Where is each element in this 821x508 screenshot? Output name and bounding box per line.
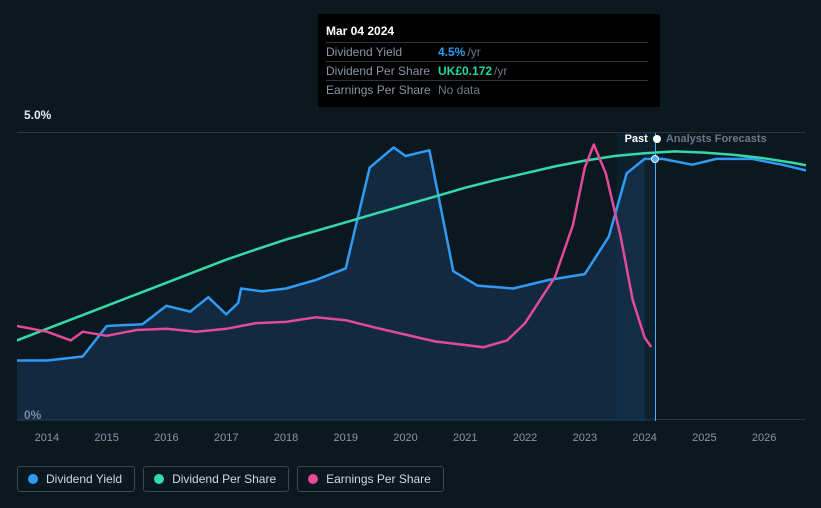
tooltip-label: Earnings Per Share xyxy=(326,83,438,97)
x-axis-tick: 2026 xyxy=(752,432,776,444)
legend-label: Dividend Per Share xyxy=(172,472,276,486)
tooltip-date: Mar 04 2024 xyxy=(326,22,648,42)
x-axis-tick: 2024 xyxy=(632,432,656,444)
legend-label: Dividend Yield xyxy=(46,472,122,486)
x-axis-tick: 2019 xyxy=(334,432,358,444)
hover-vertical-line xyxy=(655,133,656,421)
x-axis-tick: 2017 xyxy=(214,432,238,444)
x-axis-tick: 2021 xyxy=(453,432,477,444)
legend-dot-icon xyxy=(308,474,318,484)
x-axis-tick: 2014 xyxy=(35,432,59,444)
chart-plot-area[interactable] xyxy=(17,132,806,420)
divider-dot-icon xyxy=(653,135,661,143)
dividend-chart: Mar 04 2024 Dividend Yield 4.5% /yr Divi… xyxy=(0,0,821,508)
chart-tooltip: Mar 04 2024 Dividend Yield 4.5% /yr Divi… xyxy=(318,14,660,107)
legend-label: Earnings Per Share xyxy=(326,472,431,486)
forecast-label: Analysts Forecasts xyxy=(666,133,767,145)
legend-dot-icon xyxy=(28,474,38,484)
legend-item-dividend-yield[interactable]: Dividend Yield xyxy=(17,466,135,492)
legend-dot-icon xyxy=(154,474,164,484)
tooltip-row: Earnings Per Share No data xyxy=(326,80,648,99)
legend-item-dividend-per-share[interactable]: Dividend Per Share xyxy=(143,466,289,492)
tooltip-value: No data xyxy=(438,83,480,97)
tooltip-unit: /yr xyxy=(494,64,507,78)
x-axis-tick: 2018 xyxy=(274,432,298,444)
x-axis: 2014 2015 2016 2017 2018 2019 2020 2021 2022 2023… xyxy=(17,432,806,448)
tooltip-value: 4.5% xyxy=(438,45,465,59)
tooltip-label: Dividend Yield xyxy=(326,45,438,59)
past-forecast-divider: Past Analysts Forecasts xyxy=(625,133,767,145)
past-label: Past xyxy=(625,133,648,145)
legend-item-earnings-per-share[interactable]: Earnings Per Share xyxy=(297,466,444,492)
x-axis-tick: 2020 xyxy=(393,432,417,444)
x-axis-tick: 2025 xyxy=(692,432,716,444)
tooltip-value: UK£0.172 xyxy=(438,64,492,78)
hover-dot xyxy=(651,155,659,163)
x-axis-tick: 2016 xyxy=(154,432,178,444)
tooltip-unit: /yr xyxy=(467,45,480,59)
tooltip-row: Dividend Per Share UK£0.172 /yr xyxy=(326,61,648,80)
x-axis-tick: 2023 xyxy=(573,432,597,444)
chart-legend: Dividend Yield Dividend Per Share Earnin… xyxy=(17,466,444,492)
tooltip-row: Dividend Yield 4.5% /yr xyxy=(326,42,648,61)
x-axis-tick: 2022 xyxy=(513,432,537,444)
x-axis-tick: 2015 xyxy=(94,432,118,444)
chart-svg xyxy=(17,133,806,421)
tooltip-label: Dividend Per Share xyxy=(326,64,438,78)
y-axis-max-label: 5.0% xyxy=(24,108,51,122)
